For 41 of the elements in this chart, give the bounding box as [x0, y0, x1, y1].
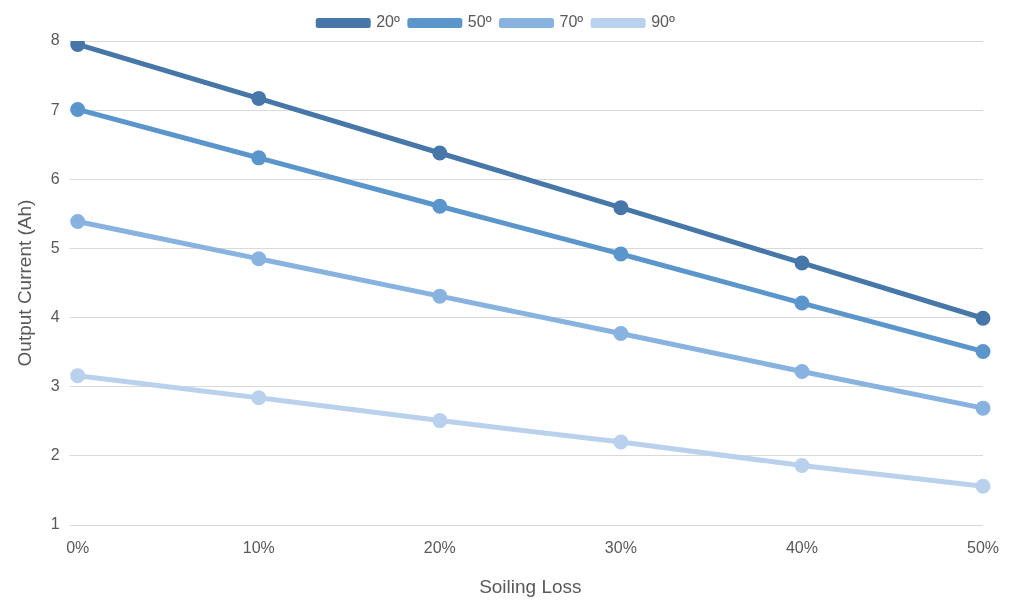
legend-label: 20º [376, 13, 401, 31]
y-tick-label: 8 [50, 31, 60, 49]
y-tick-label: 5 [50, 238, 60, 256]
point [251, 390, 267, 406]
y-axis-title: Output Current (Ah) [13, 199, 35, 367]
point [794, 295, 810, 311]
y-tick-label: 7 [50, 100, 60, 118]
point [794, 255, 810, 271]
x-tick-label: 20% [423, 539, 456, 557]
x-tick-label: 40% [785, 539, 818, 557]
point [432, 413, 448, 429]
point [794, 458, 810, 474]
y-tick-label: 1 [50, 515, 60, 533]
x-tick-label: 10% [242, 539, 275, 557]
x-tick-label: 30% [604, 539, 637, 557]
legend-label: 90º [651, 13, 675, 31]
point [613, 434, 629, 450]
point [432, 198, 448, 214]
point [432, 288, 448, 304]
point [613, 325, 629, 341]
x-tick-label: 50% [966, 539, 1000, 557]
point [613, 200, 629, 216]
point [251, 150, 267, 166]
x-axis-title: Soiling Loss [479, 575, 582, 597]
point [613, 246, 629, 262]
y-tick-label: 3 [50, 377, 60, 395]
legend-label: 70º [559, 13, 584, 31]
point [251, 90, 267, 106]
y-tick-label: 4 [50, 307, 60, 325]
point [975, 478, 991, 494]
point [432, 145, 448, 161]
point [251, 251, 267, 267]
point [794, 364, 810, 379]
point [975, 343, 991, 359]
point [70, 213, 86, 229]
point [975, 400, 991, 416]
point [975, 310, 991, 326]
legend-label: 50º [467, 13, 492, 31]
y-tick-label: 2 [50, 446, 60, 464]
y-tick-label: 6 [50, 169, 60, 187]
x-tick-label: 0% [66, 539, 90, 557]
